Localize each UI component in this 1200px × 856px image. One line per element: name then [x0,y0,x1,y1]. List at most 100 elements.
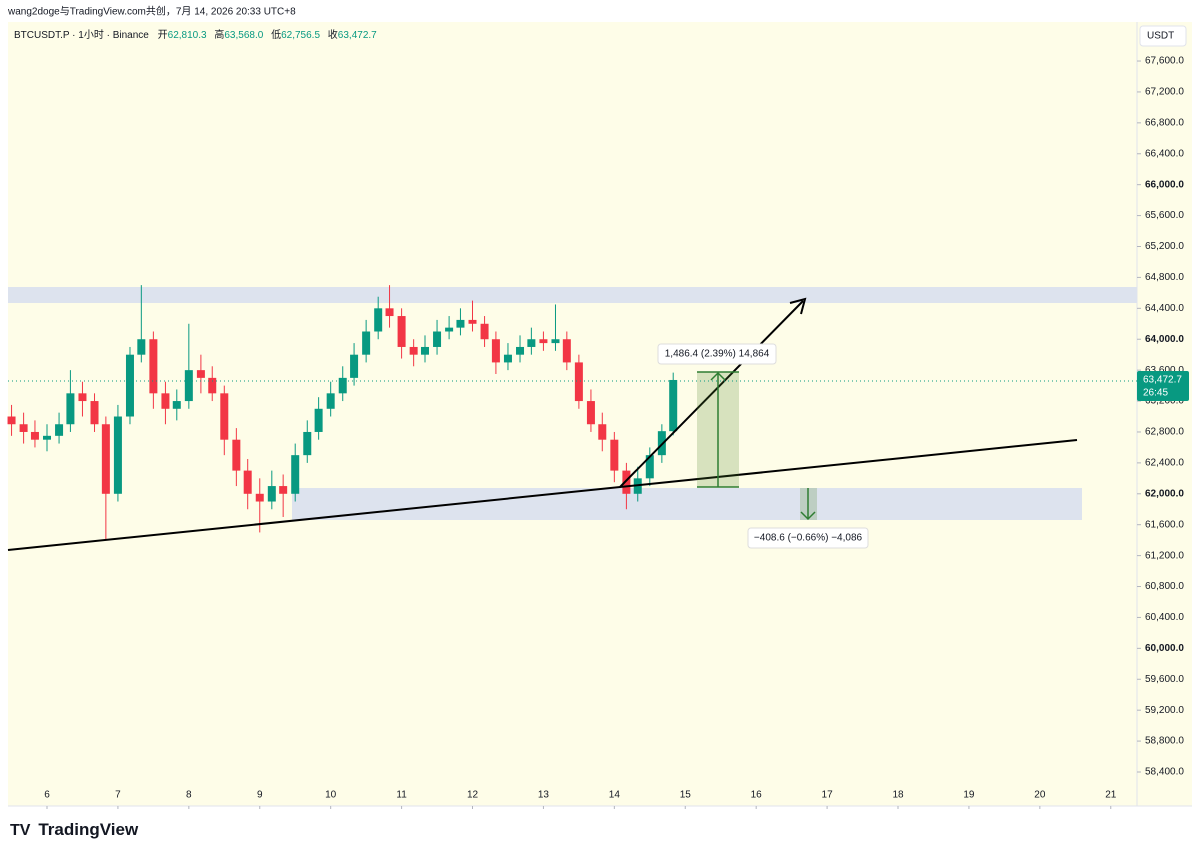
candle-body [149,339,158,394]
y-tick-label: 66,000.0 [1145,179,1184,190]
ohlc-value: 62,756.5 [281,30,320,41]
candle-body [243,470,252,494]
candle-body [516,346,525,355]
y-tick-label: 59,600.0 [1145,674,1184,685]
x-tick-label: 13 [538,790,550,801]
candle-body [208,377,217,394]
candle-body [30,431,39,440]
x-tick-label: 16 [751,790,763,801]
symbol-line: BTCUSDT.P · 1小时 · Binance 开62,810.3 高63,… [14,28,377,41]
candle-body [397,316,406,347]
candle-body [78,393,87,402]
candle-body [527,339,536,347]
x-tick-label: 9 [257,790,263,801]
arrow-head [789,297,807,315]
y-tick-label: 65,600.0 [1145,210,1184,221]
candle-body [562,339,571,363]
candle-body [19,424,28,432]
ohlc-key: 低 [271,28,281,41]
symbol: BTCUSDT.P · 1小时 · Binance [14,29,149,41]
ohlc-key: 收 [328,28,338,41]
candle-body [291,455,300,494]
x-tick-label: 19 [963,790,975,801]
candle-body [503,354,512,363]
y-tick-label: 67,600.0 [1145,56,1184,67]
candle-body [232,439,241,471]
currency: USDT [1147,31,1174,42]
y-tick-label: 62,000.0 [1145,488,1184,499]
candle-body [338,377,347,394]
x-tick-label: 11 [396,790,407,801]
y-tick-label: 62,400.0 [1145,458,1184,469]
candle-body [101,424,110,494]
measure-arrow [800,511,816,521]
candle-body [267,486,276,502]
candle-body [539,339,548,344]
x-tick-label: 21 [1105,790,1117,801]
candle-body [669,379,678,432]
y-tick-label: 59,200.0 [1145,705,1184,716]
candle-body [196,370,205,378]
ohlc-value: 63,472.7 [338,30,377,41]
candle-body [445,327,454,332]
credit: wang2doge与TradingView.com共创，7月 14, 2026 … [7,5,296,18]
ohlc-value: 63,568.0 [224,30,263,41]
candle-body [113,416,122,494]
x-tick-label: 14 [609,790,621,801]
y-tick-label: 61,600.0 [1145,519,1184,530]
price-axis [1137,22,1192,806]
support-zone [292,488,1082,520]
candle-body [385,308,394,317]
brand[interactable]: TradingView [38,820,139,839]
y-tick-label: 66,400.0 [1145,148,1184,159]
candle-body [350,354,359,378]
candle-body [255,493,264,502]
candle-body [137,339,146,355]
candle-body [409,346,418,355]
y-tick-label: 65,200.0 [1145,241,1184,252]
y-tick-label: 67,200.0 [1145,87,1184,98]
overlay: 1,486.4 (2.39%) 14,864 −408.6 (−0.66%) −… [7,297,1137,551]
y-tick-label: 60,800.0 [1145,581,1184,592]
plot-area [8,22,1137,806]
projection-arrow [619,300,804,488]
axis: 67,600.0 67,200.0 66,800.0 66,400.0 66,000.0… [44,56,1184,809]
y-tick-label: 63,600.0 [1145,365,1184,376]
candle-body [420,346,429,355]
candle-body [172,401,181,409]
measure-arrow [710,371,726,381]
measure-label-box [747,527,869,549]
price-tag-text: 63,472.7 [1143,375,1182,386]
candle-body [161,393,170,409]
candle-body [303,431,312,456]
resistance-zone [8,287,1137,303]
y-tick-label: 63,200.0 [1145,396,1184,407]
candle-body [551,339,560,344]
ohlc-key: 开 [158,30,168,41]
x-tick-label: 7 [115,790,121,801]
y-tick-label: 58,800.0 [1145,736,1184,747]
candle-body [491,339,500,363]
y-tick-label: 60,000.0 [1145,643,1184,654]
candle-body [314,408,323,432]
x-tick-label: 18 [892,790,904,801]
candle-body [468,319,477,324]
candle-body [610,439,619,471]
y-tick-label: 66,800.0 [1145,117,1184,128]
x-tick-label: 8 [186,790,192,801]
candle-body [433,331,442,347]
candle-body [279,486,288,494]
candle-body [125,354,134,417]
x-tick-label: 17 [822,790,834,801]
candle-body [622,470,631,494]
candle-body [55,424,64,436]
candle-body [7,416,16,425]
y-tick-label: 61,200.0 [1145,550,1184,561]
currency-box[interactable] [1139,25,1187,47]
candle-body [374,308,383,332]
countdown: 26:45 [1143,388,1168,399]
candle-body [220,393,229,440]
y-tick-label: 62,800.0 [1145,427,1184,438]
trend-line [7,439,1078,551]
